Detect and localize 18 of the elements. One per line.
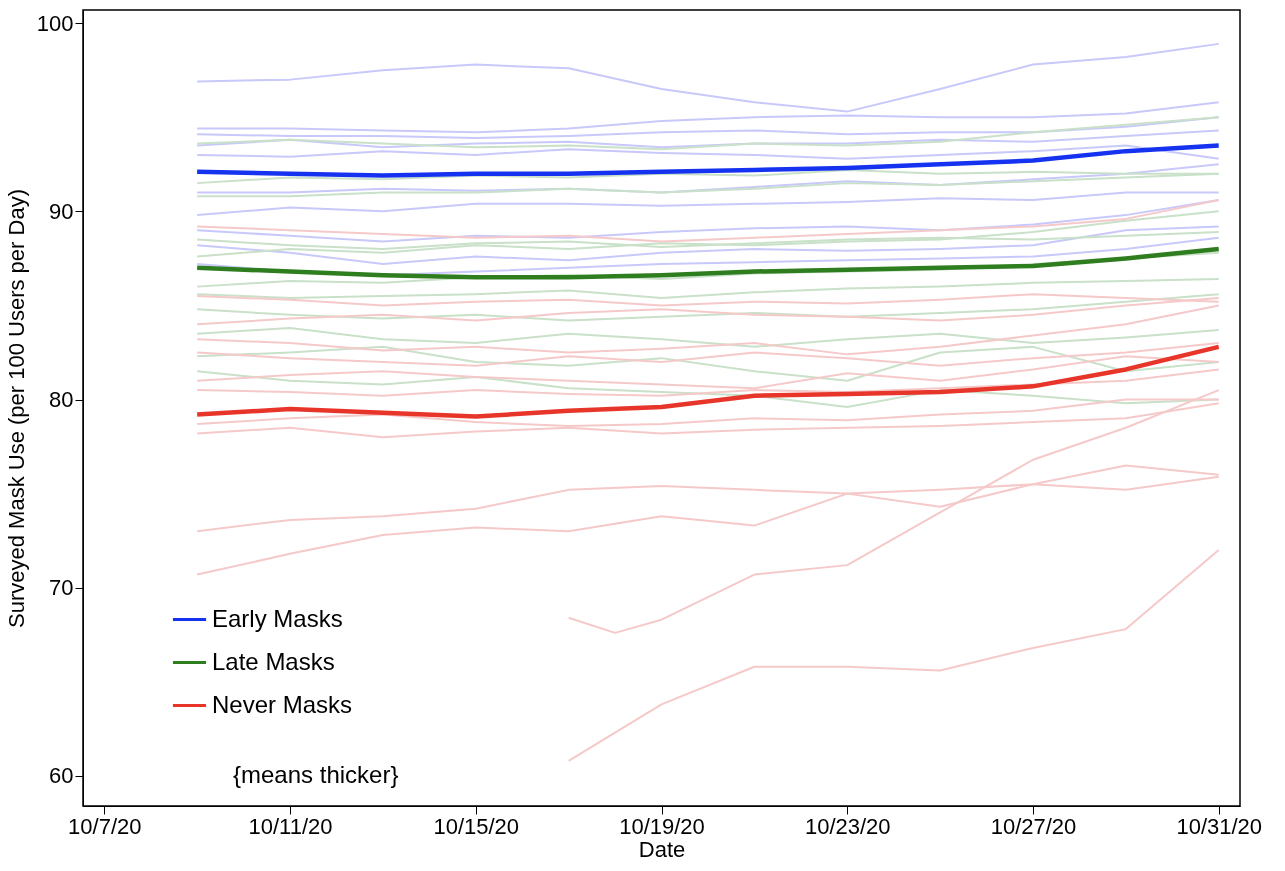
x-tick-label: 10/31/20 [1176,813,1263,839]
x-tick-label: 10/7/20 [68,813,142,839]
y-tick-label: 90 [49,198,74,224]
y-tick-label: 60 [49,763,74,789]
x-tick-label: 10/15/20 [433,813,520,839]
annotation: {means thicker} [233,761,399,788]
x-tick-label: 10/27/20 [990,813,1077,839]
legend-label: Early Masks [212,604,343,632]
y-tick-label: 70 [49,575,74,601]
y-tick-label: 80 [49,387,74,413]
y-axis-title: Surveyed Mask Use (per 100 Users per Day) [3,189,29,628]
y-tick-label: 100 [36,10,74,36]
x-tick-label: 10/23/20 [804,813,891,839]
x-axis-title: Date [638,836,686,862]
legend-label: Never Masks [212,690,353,718]
x-tick-label: 10/11/20 [248,813,333,839]
legend-label: Late Masks [212,647,335,675]
x-tick-label: 10/19/20 [619,813,705,839]
